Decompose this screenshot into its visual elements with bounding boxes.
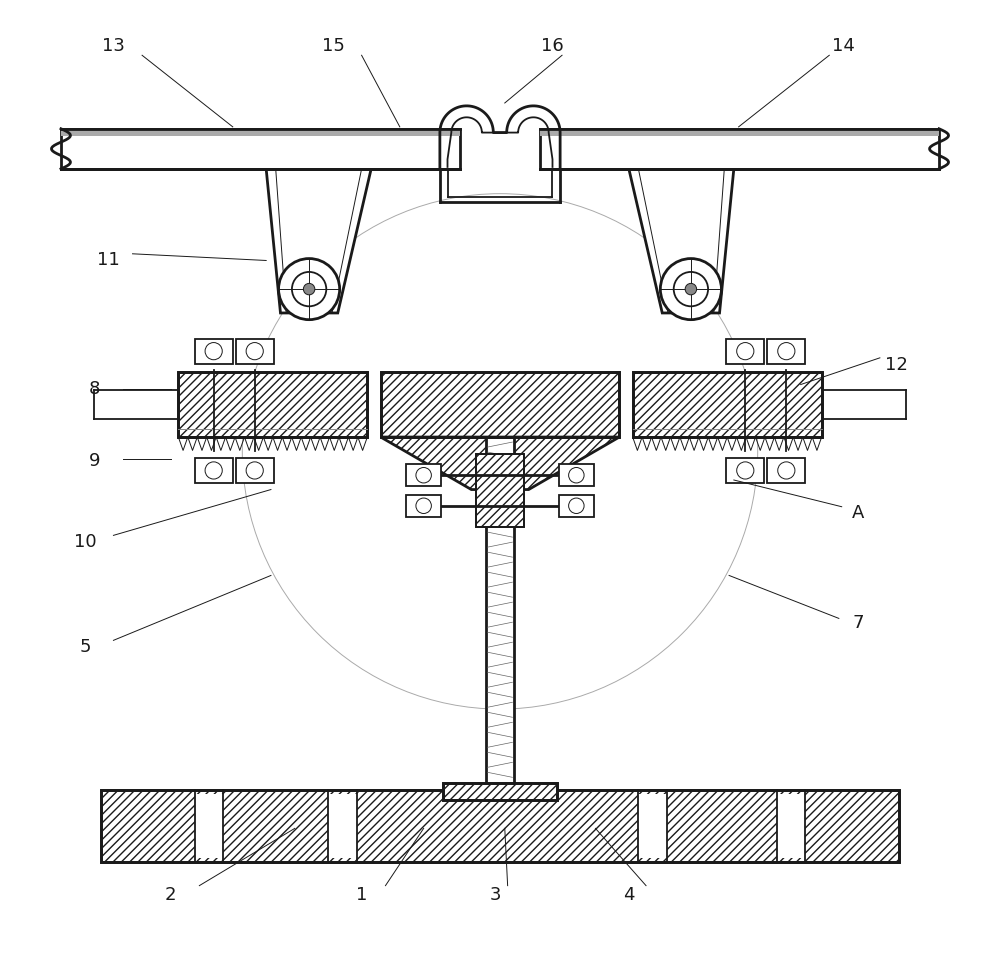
Bar (236, 458, 274, 483)
Bar (381, 372, 619, 437)
Text: 1: 1 (356, 886, 367, 904)
Bar (101, 790, 899, 862)
Bar (381, 372, 619, 437)
Circle shape (778, 343, 795, 360)
Text: 12: 12 (885, 356, 908, 374)
Circle shape (303, 283, 315, 295)
Bar (559, 464, 594, 487)
Text: 7: 7 (852, 614, 864, 633)
Bar (767, 339, 805, 364)
Polygon shape (266, 169, 371, 313)
Circle shape (292, 272, 326, 306)
Circle shape (569, 468, 584, 483)
Bar (443, 782, 557, 800)
Text: 4: 4 (623, 886, 635, 904)
Bar (726, 339, 764, 364)
Text: 3: 3 (489, 886, 501, 904)
Bar (476, 454, 524, 527)
Circle shape (205, 343, 222, 360)
Bar (486, 437, 514, 787)
Bar (406, 494, 441, 516)
Text: 9: 9 (89, 452, 100, 469)
Circle shape (778, 462, 795, 479)
Bar (178, 372, 367, 437)
Text: 10: 10 (74, 533, 96, 551)
Circle shape (279, 258, 340, 320)
Bar (406, 464, 441, 487)
Bar (638, 794, 667, 858)
Bar (328, 794, 357, 858)
Bar (633, 372, 822, 437)
Bar (540, 129, 939, 169)
Bar (726, 458, 764, 483)
Bar (178, 372, 367, 437)
Bar (381, 372, 619, 437)
Bar (443, 782, 557, 800)
Bar (195, 794, 223, 858)
Bar (476, 454, 524, 527)
Bar (633, 372, 822, 437)
Bar (101, 790, 899, 862)
Circle shape (674, 272, 708, 306)
Bar (777, 794, 805, 858)
Bar (101, 790, 899, 862)
Polygon shape (381, 437, 619, 490)
Circle shape (660, 258, 721, 320)
Circle shape (246, 343, 263, 360)
Bar (236, 339, 274, 364)
Circle shape (569, 498, 584, 514)
Bar (476, 454, 524, 527)
Bar (195, 458, 233, 483)
Circle shape (737, 462, 754, 479)
Text: 13: 13 (102, 36, 125, 55)
Bar (540, 129, 939, 136)
Text: 5: 5 (79, 638, 91, 656)
Circle shape (416, 498, 431, 514)
Bar (559, 494, 594, 516)
Bar (767, 458, 805, 483)
Text: 14: 14 (832, 36, 855, 55)
Circle shape (737, 343, 754, 360)
Text: 8: 8 (89, 380, 100, 398)
Text: 16: 16 (541, 36, 564, 55)
Text: 15: 15 (322, 36, 344, 55)
Bar (61, 129, 460, 136)
Text: A: A (852, 504, 864, 522)
Circle shape (246, 462, 263, 479)
Text: 11: 11 (97, 252, 120, 270)
Circle shape (205, 462, 222, 479)
Circle shape (685, 283, 697, 295)
Bar (195, 339, 233, 364)
Bar (178, 372, 367, 437)
Text: 2: 2 (165, 886, 176, 904)
Polygon shape (629, 169, 734, 313)
Bar (633, 372, 822, 437)
Bar (61, 129, 460, 169)
Bar (443, 782, 557, 800)
Circle shape (416, 468, 431, 483)
